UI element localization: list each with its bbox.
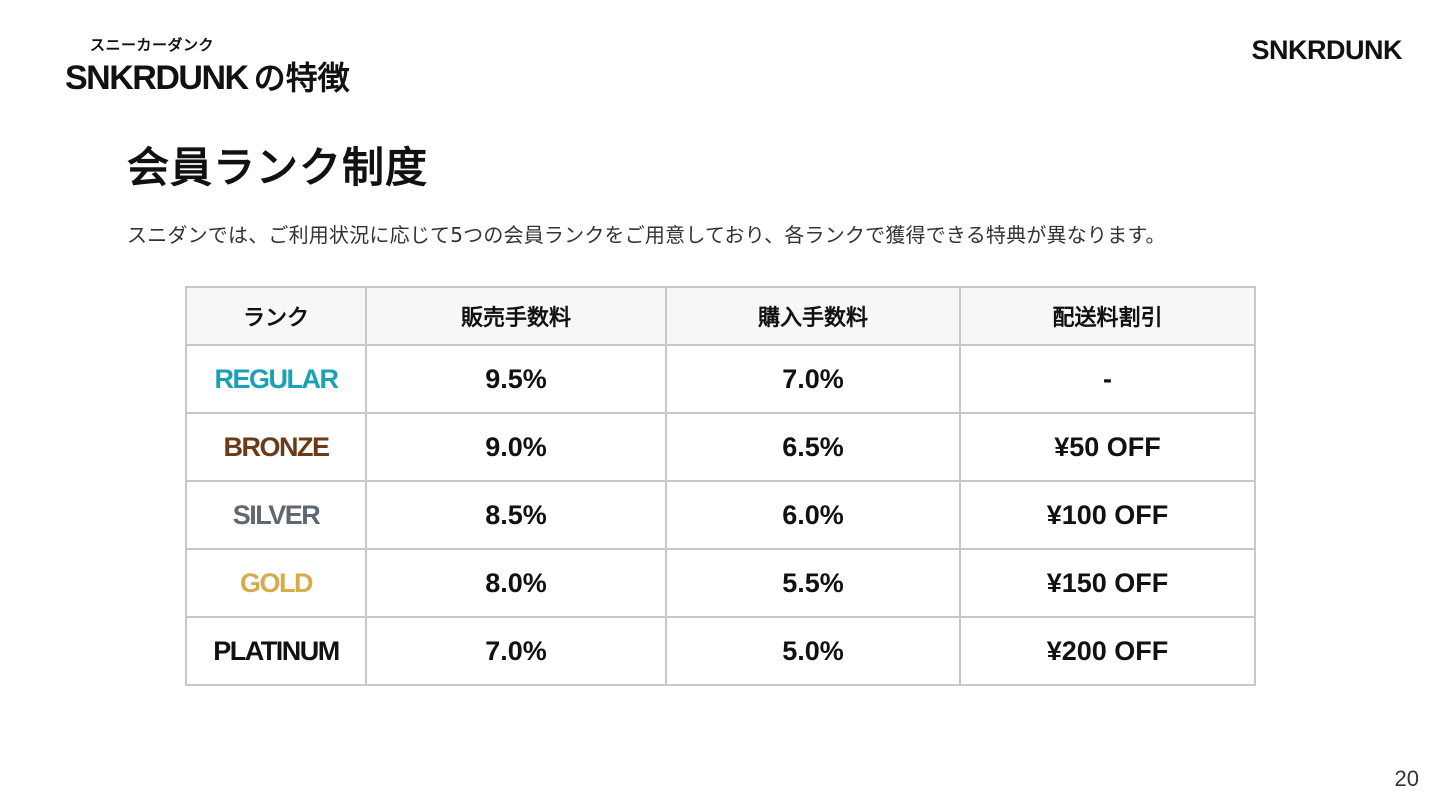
column-header-buy-fee: 購入手数料 xyxy=(665,286,961,346)
shipping-discount-cell: ¥150 OFF xyxy=(959,548,1256,618)
buy-fee-cell: 7.0% xyxy=(665,344,961,414)
column-header-sell-fee: 販売手数料 xyxy=(365,286,667,346)
section-description: スニダンでは、ご利用状況に応じて5つの会員ランクをご用意しており、各ランクで獲得… xyxy=(127,223,1166,247)
table-row: BRONZE 9.0% 6.5% ¥50 OFF xyxy=(185,412,1256,482)
column-header-rank: ランク xyxy=(185,286,367,346)
buy-fee-cell: 5.5% xyxy=(665,548,961,618)
table-row: GOLD 8.0% 5.5% ¥150 OFF xyxy=(185,548,1256,618)
table-row: SILVER 8.5% 6.0% ¥100 OFF xyxy=(185,480,1256,550)
table-header-row: ランク 販売手数料 購入手数料 配送料割引 xyxy=(185,286,1256,346)
buy-fee-cell: 6.0% xyxy=(665,480,961,550)
sell-fee-cell: 7.0% xyxy=(365,616,667,686)
rank-name: BRONZE xyxy=(185,412,367,482)
table-row: PLATINUM 7.0% 5.0% ¥200 OFF xyxy=(185,616,1256,686)
header-suffix: の特徴 xyxy=(253,59,350,97)
snkrdunk-logo: SNKRDUNK xyxy=(1251,35,1403,65)
column-header-shipping-discount: 配送料割引 xyxy=(959,286,1256,346)
rank-name: SILVER xyxy=(185,480,367,550)
shipping-discount-cell: - xyxy=(959,344,1256,414)
buy-fee-cell: 5.0% xyxy=(665,616,961,686)
table-row: REGULAR 9.5% 7.0% - xyxy=(185,344,1256,414)
header-brand: SNKRDUNK xyxy=(65,59,249,97)
shipping-discount-cell: ¥50 OFF xyxy=(959,412,1256,482)
rank-name: GOLD xyxy=(185,548,367,618)
sell-fee-cell: 8.5% xyxy=(365,480,667,550)
page-number: 20 xyxy=(1394,766,1419,791)
section-title: 会員ランク制度 xyxy=(127,143,429,192)
sell-fee-cell: 9.0% xyxy=(365,412,667,482)
header-ruby: スニーカーダンク xyxy=(90,36,215,54)
buy-fee-cell: 6.5% xyxy=(665,412,961,482)
sell-fee-cell: 8.0% xyxy=(365,548,667,618)
rank-name: PLATINUM xyxy=(185,616,367,686)
shipping-discount-cell: ¥200 OFF xyxy=(959,616,1256,686)
shipping-discount-cell: ¥100 OFF xyxy=(959,480,1256,550)
rank-table: ランク 販売手数料 購入手数料 配送料割引 REGULAR 9.5% 7.0% … xyxy=(185,286,1256,686)
header-title: SNKRDUNK の特徴 xyxy=(65,53,350,99)
sell-fee-cell: 9.5% xyxy=(365,344,667,414)
rank-name: REGULAR xyxy=(185,344,367,414)
